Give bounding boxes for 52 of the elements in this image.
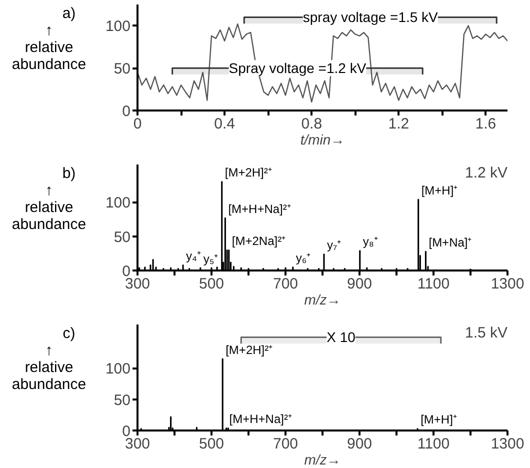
x-axis-title: m/z→ <box>304 452 341 468</box>
x-tick-label: 1.2 <box>388 116 410 132</box>
y-tick-label: 50 <box>114 60 131 78</box>
x-axis-title: t/min→ <box>300 132 345 148</box>
x-tick-label: 1100 <box>417 276 450 292</box>
y-tick-label: 0 <box>122 103 130 120</box>
chart-title: a) <box>61 5 77 22</box>
x-tick-label: 700 <box>272 436 298 452</box>
annotation: [M+H]⁺ <box>420 412 457 427</box>
x-tick-label: 500 <box>198 276 224 292</box>
x-axis-title: m/z→ <box>304 292 341 308</box>
x-tick-label: 1300 <box>490 276 524 292</box>
y-axis-title: ↑ relative abundance <box>10 342 88 393</box>
line-series <box>138 23 508 103</box>
y-tick-label: 100 <box>105 194 131 212</box>
x-tick-label: 300 <box>124 436 150 452</box>
x-tick-label: 0.4 <box>214 116 235 132</box>
x-tick-label: 900 <box>346 436 372 452</box>
band-label: X 10 <box>326 329 356 346</box>
y-tick-label: 100 <box>105 18 131 36</box>
annotation: [M+H+Na]²⁺ <box>228 202 291 216</box>
band-label: Spray voltage =1.2 kV <box>228 60 367 76</box>
x-tick-label: 500 <box>198 436 224 452</box>
annotation: [M+H+Na]²⁺ <box>229 412 292 426</box>
annotation: [M+2H]²⁺ <box>224 166 272 180</box>
x-tick-label: 300 <box>124 276 150 292</box>
chart-title: b) <box>61 165 77 182</box>
band-label: spray voltage =1.5 kV <box>302 9 439 26</box>
annotation: y₅⁺ <box>203 252 218 266</box>
annotation: y₈⁺ <box>362 234 378 249</box>
x-tick-label: 1100 <box>417 436 450 452</box>
chart-title: c) <box>62 325 76 342</box>
annotation: y₇⁺ <box>326 238 342 252</box>
x-tick-label: 0.8 <box>301 116 322 132</box>
x-tick-label: 900 <box>346 276 372 292</box>
annotation: [M+H]⁺ <box>421 183 458 198</box>
annotation: y₆⁺ <box>296 251 311 266</box>
y-tick-label: 100 <box>105 360 131 378</box>
y-tick-label: 50 <box>114 392 131 409</box>
y-axis-title: ↑ relative abundance <box>10 182 88 233</box>
y-tick-label: 50 <box>114 228 131 246</box>
x-tick-label: 1.6 <box>475 116 496 132</box>
annotation: [M+2Na]²⁺ <box>232 234 286 248</box>
x-tick-label: 1300 <box>490 436 524 452</box>
annotation: [M+Na]⁺ <box>428 235 472 250</box>
annotation: [M+2H]²⁺ <box>226 342 273 357</box>
annotation: y₄⁺ <box>186 249 201 264</box>
x-tick-label: 700 <box>272 276 298 292</box>
annotation: 1.2 kV <box>464 164 508 182</box>
x-tick-label: 0 <box>133 116 142 132</box>
y-axis-title: ↑ relative abundance <box>10 22 88 73</box>
annotation: 1.5 kV <box>464 324 508 342</box>
